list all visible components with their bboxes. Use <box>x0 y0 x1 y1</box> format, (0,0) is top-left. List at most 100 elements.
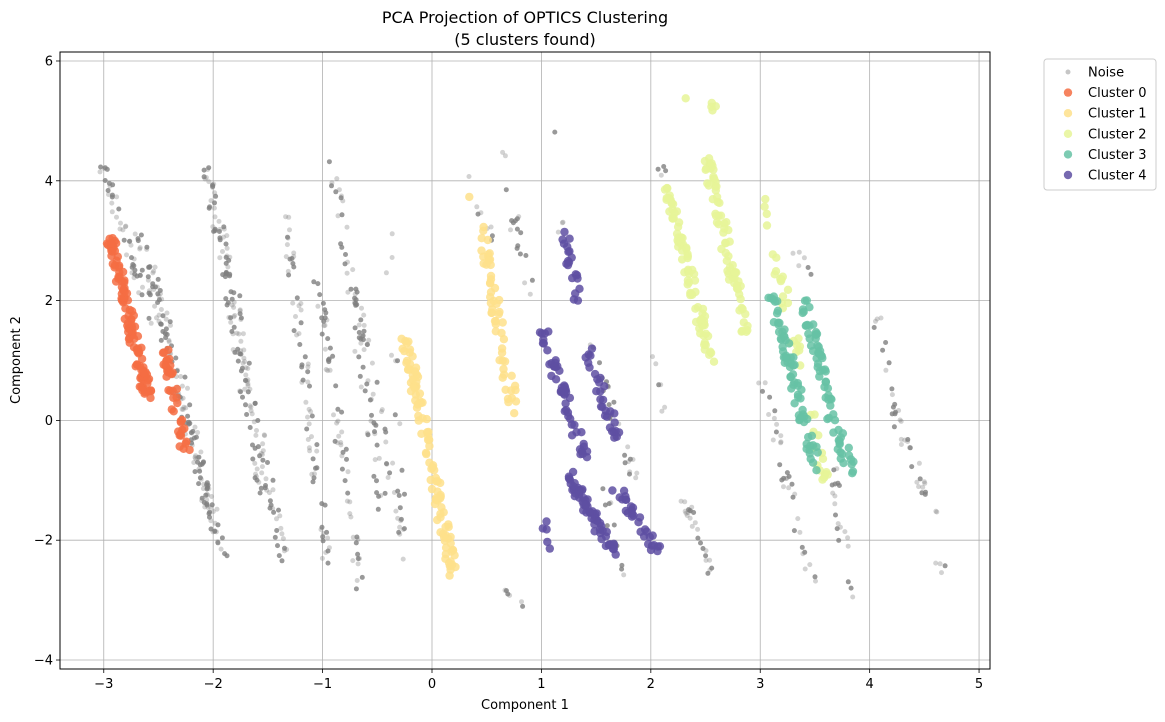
noise-point <box>180 406 186 412</box>
cluster-point <box>564 472 574 481</box>
noise-point <box>784 475 790 481</box>
legend-label: Noise <box>1088 66 1124 81</box>
cluster-point <box>691 287 700 297</box>
noise-point <box>334 176 340 182</box>
cluster-point <box>844 443 853 452</box>
noise-point <box>220 249 225 254</box>
noise-point <box>650 354 655 360</box>
noise-point <box>378 493 384 498</box>
noise-point <box>344 498 350 504</box>
noise-point <box>389 255 395 260</box>
cluster-point <box>585 363 594 372</box>
cluster-point <box>497 348 507 357</box>
cluster-point <box>587 344 597 353</box>
noise-point <box>360 364 366 370</box>
noise-point <box>229 302 235 308</box>
cluster-point <box>789 353 798 362</box>
noise-point <box>224 233 230 239</box>
noise-point <box>299 364 305 370</box>
cluster-point <box>138 386 147 395</box>
noise-point <box>786 474 792 479</box>
noise-point <box>279 531 285 537</box>
cluster-point <box>626 502 636 511</box>
noise-point <box>210 509 216 514</box>
noise-point <box>305 414 310 420</box>
noise-point <box>873 318 878 324</box>
plot-frame <box>59 51 991 670</box>
noise-point <box>223 241 229 247</box>
noise-point <box>145 277 151 283</box>
cluster-point <box>766 293 776 303</box>
series-cluster-1 <box>397 192 521 580</box>
noise-point <box>833 512 838 518</box>
noise-point <box>387 470 393 476</box>
noise-point <box>240 394 245 400</box>
noise-point <box>364 430 370 436</box>
scatter-points <box>97 94 948 609</box>
noise-point <box>519 599 524 605</box>
cluster-point <box>704 181 713 190</box>
noise-point <box>199 498 205 503</box>
cluster-point <box>769 318 779 327</box>
noise-point <box>297 342 303 347</box>
noise-point <box>322 322 328 328</box>
cluster-point <box>808 458 818 467</box>
cluster-point <box>582 500 591 509</box>
noise-point <box>339 429 345 435</box>
noise-point <box>260 457 266 463</box>
noise-point <box>914 479 920 485</box>
noise-point <box>218 546 224 552</box>
cluster-point <box>762 221 772 230</box>
noise-point <box>376 493 382 499</box>
noise-point <box>271 509 277 515</box>
cluster-point <box>510 409 519 418</box>
noise-point <box>354 534 360 540</box>
noise-point <box>396 529 402 535</box>
noise-point <box>834 526 840 532</box>
cluster-point <box>619 486 629 495</box>
cluster-point <box>489 296 498 306</box>
noise-point <box>245 389 251 395</box>
noise-point <box>325 548 331 554</box>
legend-label: Cluster 1 <box>1088 107 1147 122</box>
noise-point <box>252 460 258 466</box>
noise-point <box>832 481 838 487</box>
noise-point <box>260 441 266 447</box>
noise-point <box>158 337 164 343</box>
cluster-point <box>439 533 449 542</box>
noise-point <box>226 257 232 263</box>
noise-point <box>397 505 403 511</box>
noise-point <box>229 296 235 302</box>
noise-point <box>231 290 237 296</box>
noise-point <box>527 291 533 297</box>
noise-point <box>390 460 396 466</box>
cluster-point <box>143 379 152 388</box>
cluster-point <box>484 256 494 265</box>
noise-point <box>354 578 360 583</box>
cluster-point <box>424 427 433 437</box>
noise-point <box>152 303 158 309</box>
cluster-point <box>711 211 721 221</box>
noise-point <box>245 381 251 387</box>
noise-point <box>243 377 249 383</box>
chart-subtitle: (5 clusters found) <box>454 30 595 49</box>
noise-point <box>213 193 219 199</box>
x-tick-label: 3 <box>756 677 764 692</box>
legend-marker <box>1065 69 1071 75</box>
noise-point <box>917 476 923 482</box>
noise-point <box>320 538 326 544</box>
noise-point <box>331 412 336 418</box>
cluster-point <box>677 246 687 255</box>
noise-point <box>309 434 314 440</box>
x-tick-label: 1 <box>537 677 545 692</box>
cluster-point <box>696 315 705 324</box>
noise-point <box>625 444 631 450</box>
noise-point <box>234 330 240 336</box>
cluster-point <box>137 354 147 364</box>
cluster-point <box>402 358 411 368</box>
noise-point <box>192 454 198 460</box>
cluster-point <box>146 393 155 403</box>
cluster-point <box>121 304 130 313</box>
noise-point <box>619 566 625 572</box>
noise-point <box>324 529 330 535</box>
